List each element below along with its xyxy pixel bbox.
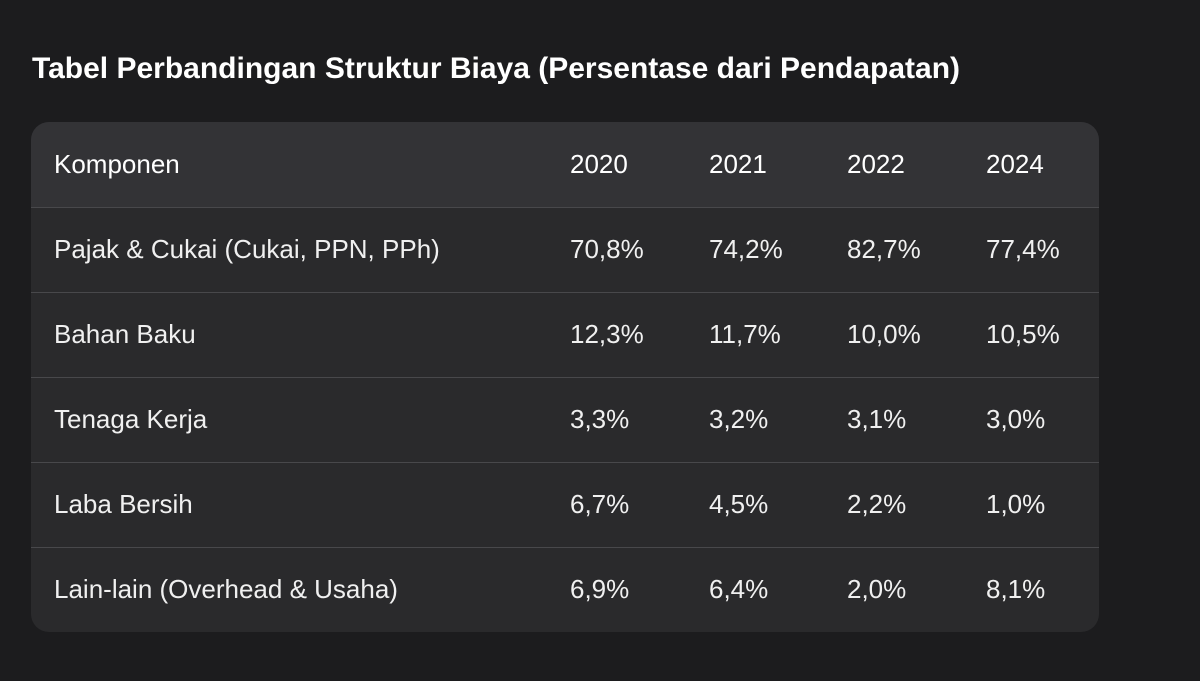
header-komponen: Komponen bbox=[54, 148, 180, 179]
cell-value: 1,0% bbox=[986, 489, 1046, 519]
header-2022: 2022 bbox=[847, 148, 905, 179]
cost-structure-table: Komponen 2020 2021 2022 2024 Pajak & Cuk… bbox=[31, 122, 1099, 632]
cell-value: 2,2% bbox=[847, 489, 907, 519]
cell-value: 10,5% bbox=[986, 319, 1060, 349]
cell-value: 3,3% bbox=[570, 404, 630, 434]
cell-value: 10,0% bbox=[847, 319, 921, 349]
cell-value: 74,2% bbox=[709, 234, 783, 264]
table-row: Laba Bersih 6,7% 4,5% 2,2% 1,0% bbox=[31, 462, 1099, 547]
cell-value: 12,3% bbox=[570, 319, 644, 349]
row-label: Lain-lain (Overhead & Usaha) bbox=[54, 574, 398, 605]
cell-value: 6,4% bbox=[709, 574, 769, 605]
cell-value: 11,7% bbox=[709, 319, 781, 349]
header-2020: 2020 bbox=[570, 148, 628, 179]
table-row: Bahan Baku 12,3% 11,7% 10,0% 10,5% bbox=[31, 292, 1099, 377]
row-label: Bahan Baku bbox=[54, 319, 196, 349]
cell-value: 82,7% bbox=[847, 234, 921, 264]
table-row: Pajak & Cukai (Cukai, PPN, PPh) 70,8% 74… bbox=[31, 207, 1099, 292]
cell-value: 77,4% bbox=[986, 234, 1060, 264]
cell-value: 8,1% bbox=[986, 574, 1046, 605]
header-2024: 2024 bbox=[986, 148, 1044, 179]
row-label: Tenaga Kerja bbox=[54, 404, 208, 434]
cell-value: 3,0% bbox=[986, 404, 1046, 434]
page-title: Tabel Perbandingan Struktur Biaya (Perse… bbox=[32, 52, 961, 85]
table-row: Lain-lain (Overhead & Usaha) 6,9% 6,4% 2… bbox=[31, 547, 1099, 632]
cost-structure-table-card: Komponen 2020 2021 2022 2024 Pajak & Cuk… bbox=[31, 122, 1099, 632]
table-header-row: Komponen 2020 2021 2022 2024 bbox=[31, 122, 1099, 207]
cell-value: 4,5% bbox=[709, 489, 769, 519]
table-row: Tenaga Kerja 3,3% 3,2% 3,1% 3,0% bbox=[31, 377, 1099, 462]
cell-value: 3,1% bbox=[847, 404, 907, 434]
cell-value: 6,7% bbox=[570, 489, 630, 519]
cell-value: 3,2% bbox=[709, 404, 769, 434]
row-label: Laba Bersih bbox=[54, 489, 193, 519]
cell-value: 2,0% bbox=[847, 574, 907, 605]
cell-value: 70,8% bbox=[570, 234, 644, 264]
cell-value: 6,9% bbox=[570, 574, 630, 605]
row-label: Pajak & Cukai (Cukai, PPN, PPh) bbox=[54, 234, 440, 264]
header-2021: 2021 bbox=[709, 148, 767, 179]
